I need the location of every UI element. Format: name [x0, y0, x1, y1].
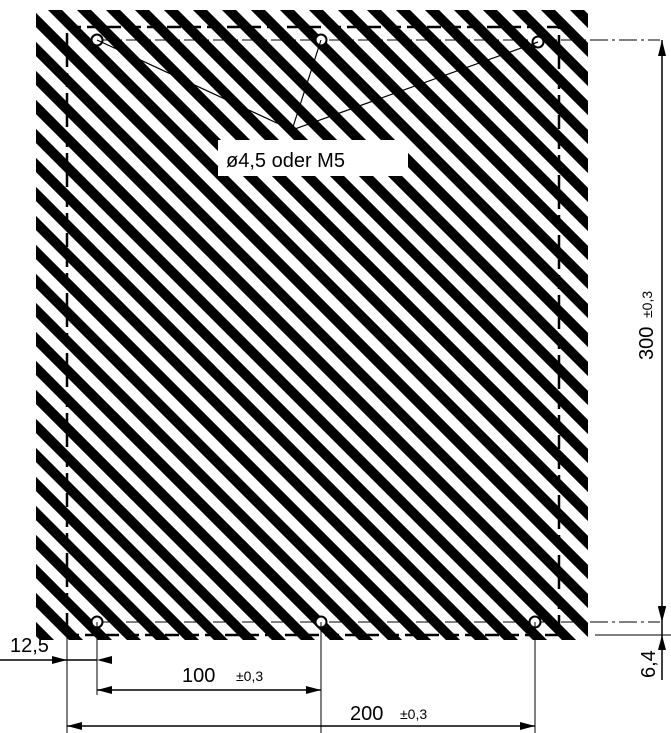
hole-spacing-tolerance: ±0,3 — [236, 668, 263, 684]
width-value: 200 — [350, 703, 383, 725]
hatch-stripe — [36, 215, 461, 640]
hatch-stripe — [0, 0, 29, 680]
hatch-stripe — [163, 10, 588, 435]
hole-spacing-dimension — [97, 686, 321, 694]
left-offset-dimension — [0, 656, 112, 664]
hatch-stripe — [192, 10, 588, 406]
bottom-offset-value: 6,4 — [638, 650, 660, 678]
hole-centerlines — [97, 39, 660, 623]
callout-label-background — [218, 140, 408, 176]
hatch-stripe — [105, 10, 588, 493]
hatch-stripe — [36, 418, 258, 640]
hatch-stripe — [279, 10, 588, 319]
hatch-stripe — [663, 0, 671, 680]
hatch-stripe — [36, 360, 316, 640]
plate-outline — [65, 25, 561, 637]
hatch-stripe — [47, 10, 588, 551]
height-tolerance: ±0,3 — [639, 291, 655, 318]
hatch-stripe — [36, 273, 403, 640]
hatch-stripe — [250, 10, 588, 348]
hatch-stripe — [36, 389, 287, 640]
callout-leaders — [96, 39, 539, 131]
hatch-stripe — [36, 505, 171, 640]
left-offset-value: 12,5 — [10, 635, 49, 657]
hatch-stripe — [36, 331, 345, 640]
hatch-stripe — [36, 99, 577, 640]
hole-callout-label: ø4,5 oder M5 — [226, 150, 345, 172]
height-dimension — [658, 40, 666, 622]
hatch-stripe — [221, 10, 588, 377]
hatch-stripe — [482, 10, 588, 116]
hatch-stripe — [36, 128, 548, 640]
hatch-stripe — [36, 447, 229, 640]
hatch-stripe — [366, 10, 588, 232]
hatch-stripe — [36, 302, 374, 640]
bottom-offset-dimension — [658, 607, 666, 680]
hatch-stripe — [36, 12, 588, 580]
hatch-stripe — [36, 70, 588, 638]
width-dimension — [67, 722, 535, 730]
hatch-stripe — [36, 244, 432, 640]
hatch-stripe — [337, 10, 588, 261]
hatch-stripe — [36, 476, 200, 640]
hatch-stripe — [424, 10, 588, 174]
height-value: 300 — [636, 327, 658, 360]
hole-spacing-value: 100 — [182, 665, 215, 687]
width-tolerance: ±0,3 — [400, 706, 427, 722]
hatch-stripe — [36, 186, 490, 640]
hatched-area — [0, 0, 671, 680]
hatch-stripe — [36, 41, 588, 609]
hatch-stripe — [36, 534, 142, 640]
hatch-stripe — [395, 10, 588, 203]
hatch-stripe — [76, 10, 588, 522]
hatch-stripe — [134, 10, 588, 464]
hatch-stripe — [308, 10, 588, 290]
hatch-stripe — [453, 10, 588, 145]
hatch-stripe — [36, 157, 519, 640]
